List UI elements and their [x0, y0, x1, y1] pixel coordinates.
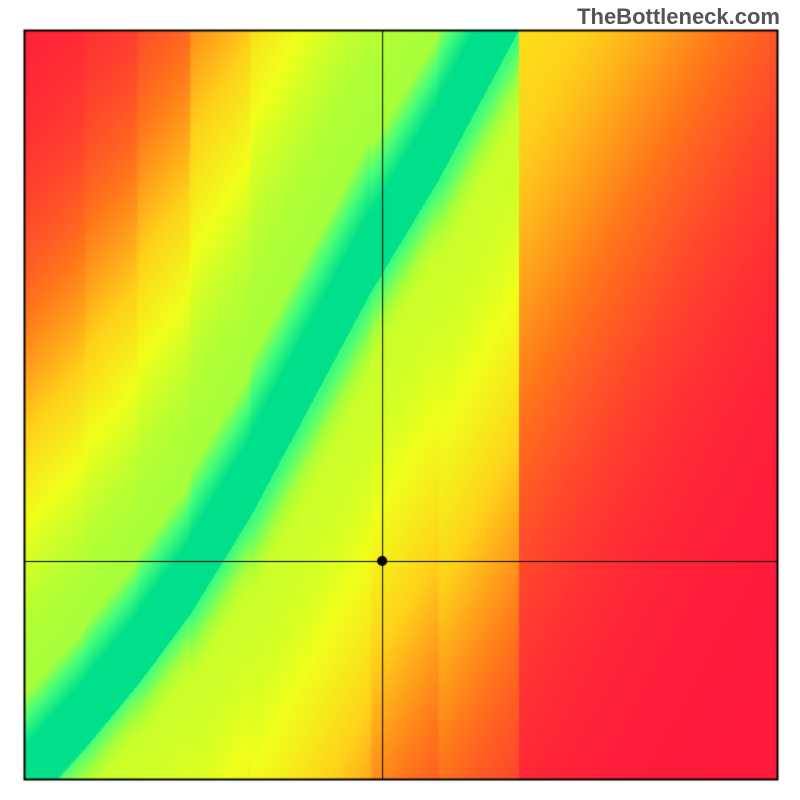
bottleneck-heatmap — [0, 0, 800, 800]
watermark-text: TheBottleneck.com — [577, 4, 780, 30]
chart-container: TheBottleneck.com — [0, 0, 800, 800]
